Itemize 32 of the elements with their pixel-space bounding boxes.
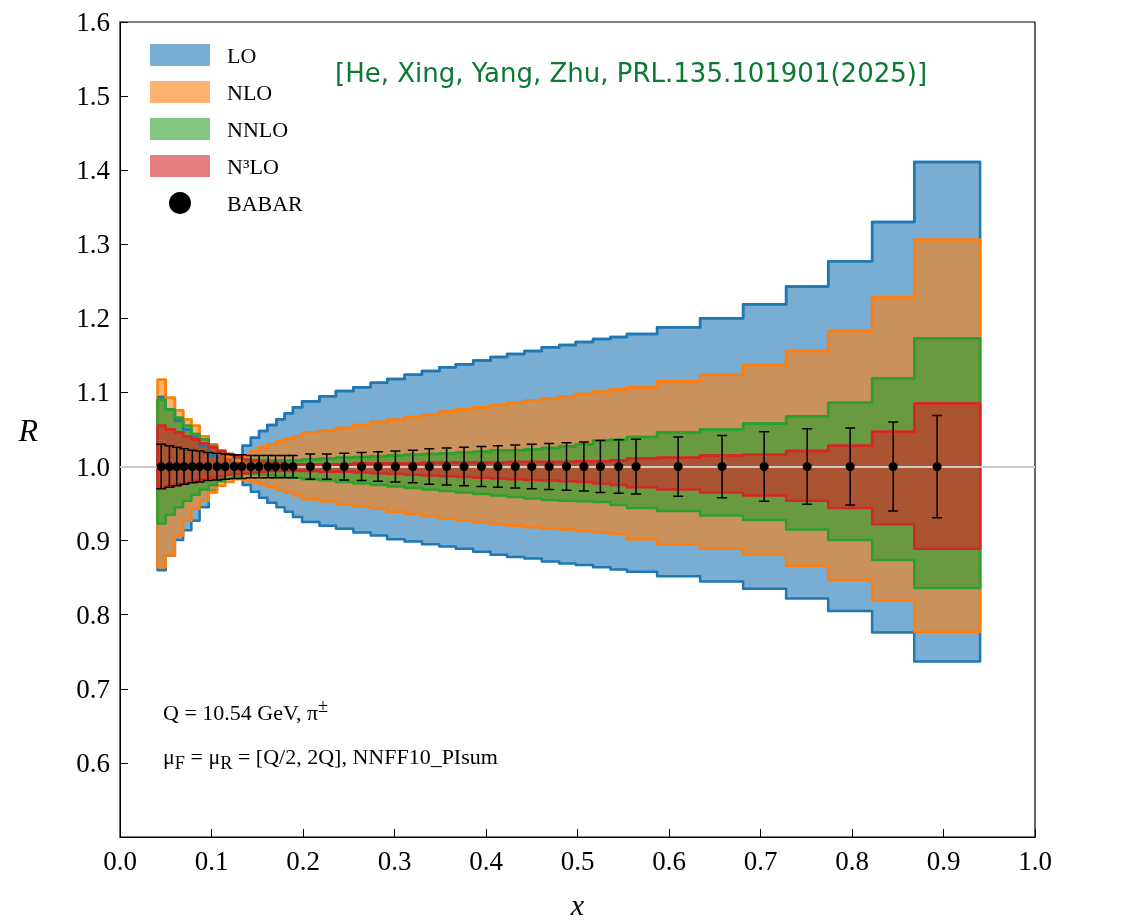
- y-tick-label: 0.9: [76, 525, 110, 556]
- x-tick-label: 0.0: [103, 845, 137, 876]
- y-tick-label: 1.1: [76, 377, 110, 408]
- y-tick-label: 1.0: [76, 451, 110, 482]
- x-tick-label: 0.8: [835, 845, 869, 876]
- legend-label: LO: [227, 42, 257, 68]
- y-tick-label: 1.6: [76, 7, 110, 37]
- annotation: μ$_{F}$ = μ$_{R}$ = [Q/2, 2Q], NNFF10_PIsum: [163, 744, 498, 775]
- annotation: Q = 10.54 GeV, π$^{±}$: [163, 696, 329, 727]
- y-tick-label: 0.8: [76, 599, 110, 630]
- legend-label: BABAR: [227, 190, 304, 216]
- x-tick-label: 0.3: [377, 845, 412, 876]
- x-tick-label: 0.1: [194, 845, 229, 876]
- y-tick-label: 1.5: [76, 81, 110, 112]
- legend-label: NLO: [227, 79, 273, 105]
- x-axis-title: x: [569, 887, 585, 921]
- x-tick-label: 0.5: [560, 845, 595, 876]
- y-tick-label: 1.3: [76, 229, 110, 260]
- legend-label: N³LO: [227, 153, 279, 179]
- x-tick-label: 0.9: [926, 845, 961, 876]
- legend-label: NNLO: [227, 116, 289, 142]
- y-tick-label: 1.4: [76, 155, 111, 186]
- y-tick-label: 0.6: [76, 747, 110, 778]
- x-tick-label: 1.0: [1018, 845, 1052, 876]
- y-axis-title: R: [17, 411, 39, 448]
- x-tick-label: 0.6: [652, 845, 686, 876]
- y-tick-label: 0.7: [76, 673, 110, 704]
- x-tick-label: 0.4: [469, 845, 504, 876]
- x-tick-label: 0.7: [743, 845, 778, 876]
- y-tick-label: 1.2: [76, 303, 110, 334]
- x-tick-label: 0.2: [286, 845, 320, 876]
- annotation: [He, Xing, Yang, Zhu, PRL.135.101901(2025)]: [335, 58, 928, 88]
